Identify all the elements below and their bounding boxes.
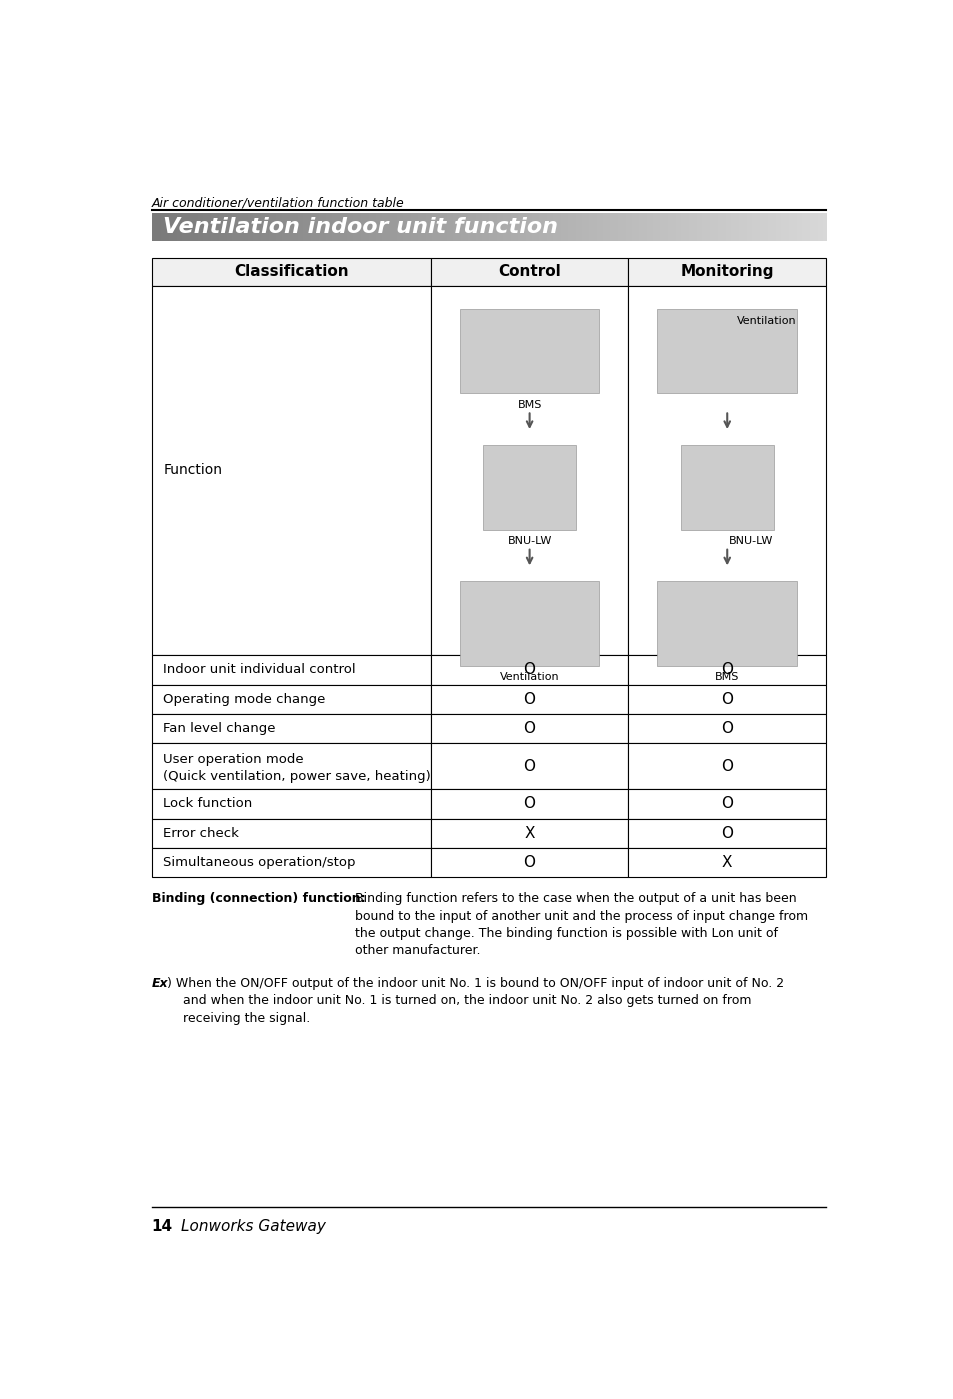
Bar <box>459 582 598 666</box>
Bar <box>628 848 825 877</box>
Bar <box>152 743 431 789</box>
Bar <box>152 285 431 655</box>
Bar <box>628 818 825 848</box>
Text: O: O <box>720 720 733 736</box>
Text: O: O <box>523 691 535 706</box>
Text: Ex: Ex <box>152 977 169 990</box>
Text: Function: Function <box>163 463 222 477</box>
Bar <box>459 309 598 393</box>
Text: Ventilation indoor unit function: Ventilation indoor unit function <box>163 217 558 238</box>
Bar <box>431 713 628 743</box>
Text: O: O <box>720 825 733 841</box>
Text: bound to the input of another unit and the process of input change from: bound to the input of another unit and t… <box>355 909 807 923</box>
Text: Lonworks Gateway: Lonworks Gateway <box>181 1219 326 1234</box>
Bar <box>431 789 628 818</box>
Text: Indoor unit individual control: Indoor unit individual control <box>163 663 355 677</box>
Text: 14: 14 <box>152 1219 172 1234</box>
Bar <box>431 818 628 848</box>
Bar <box>152 818 431 848</box>
Text: other manufacturer.: other manufacturer. <box>355 944 480 957</box>
Text: O: O <box>720 758 733 774</box>
Bar <box>152 257 431 285</box>
Bar <box>431 743 628 789</box>
Text: Control: Control <box>497 264 560 280</box>
Bar <box>431 285 628 655</box>
Text: BNU-LW: BNU-LW <box>507 536 551 546</box>
Text: (Quick ventilation, power save, heating): (Quick ventilation, power save, heating) <box>163 769 431 783</box>
Bar <box>628 684 825 713</box>
Bar <box>628 655 825 684</box>
Text: Air conditioner/ventilation function table: Air conditioner/ventilation function tab… <box>152 196 404 210</box>
Bar <box>152 684 431 713</box>
Text: receiving the signal.: receiving the signal. <box>183 1011 310 1025</box>
Text: O: O <box>720 691 733 706</box>
Bar <box>482 445 576 530</box>
Text: O: O <box>720 662 733 677</box>
Text: Error check: Error check <box>163 827 239 839</box>
Text: Ventilation: Ventilation <box>737 316 796 326</box>
Bar <box>680 445 773 530</box>
Text: Operating mode change: Operating mode change <box>163 693 326 705</box>
Text: O: O <box>720 796 733 811</box>
Text: Ventilation: Ventilation <box>499 673 558 683</box>
Text: User operation mode: User operation mode <box>163 753 304 765</box>
Bar <box>628 743 825 789</box>
Bar <box>431 684 628 713</box>
Text: and when the indoor unit No. 1 is turned on, the indoor unit No. 2 also gets tur: and when the indoor unit No. 1 is turned… <box>183 995 751 1007</box>
Text: O: O <box>523 796 535 811</box>
Bar <box>657 582 796 666</box>
Text: Simultaneous operation/stop: Simultaneous operation/stop <box>163 856 355 869</box>
Text: the output change. The binding function is possible with Lon unit of: the output change. The binding function … <box>355 928 777 940</box>
Bar <box>628 257 825 285</box>
Bar <box>657 309 796 393</box>
Text: Binding function refers to the case when the output of a unit has been: Binding function refers to the case when… <box>355 893 796 905</box>
Text: BNU-LW: BNU-LW <box>729 536 773 546</box>
Bar <box>628 789 825 818</box>
Bar <box>152 848 431 877</box>
Text: Monitoring: Monitoring <box>679 264 773 280</box>
Bar <box>628 713 825 743</box>
Bar <box>628 285 825 655</box>
Bar <box>431 848 628 877</box>
Text: O: O <box>523 758 535 774</box>
Text: Binding (connection) function:: Binding (connection) function: <box>152 893 365 905</box>
Text: BMS: BMS <box>517 400 541 410</box>
Text: X: X <box>524 825 535 841</box>
Text: ) When the ON/OFF output of the indoor unit No. 1 is bound to ON/OFF input of in: ) When the ON/OFF output of the indoor u… <box>167 977 783 990</box>
Text: O: O <box>523 662 535 677</box>
Text: Lock function: Lock function <box>163 797 253 810</box>
Text: Classification: Classification <box>233 264 348 280</box>
Text: O: O <box>523 855 535 870</box>
Text: Fan level change: Fan level change <box>163 722 275 734</box>
Bar <box>152 789 431 818</box>
Bar <box>431 655 628 684</box>
Text: O: O <box>523 720 535 736</box>
Text: X: X <box>721 855 732 870</box>
Bar <box>152 655 431 684</box>
Bar <box>152 713 431 743</box>
Bar <box>431 257 628 285</box>
Text: BMS: BMS <box>715 673 739 683</box>
